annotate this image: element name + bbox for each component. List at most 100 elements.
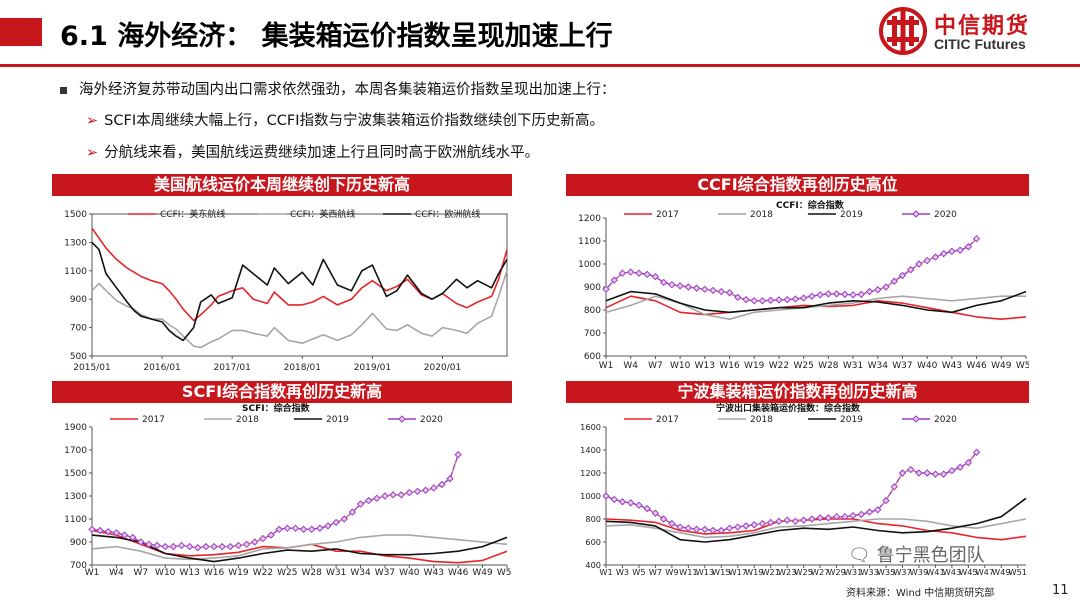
- y-tick-label: 700: [584, 329, 601, 339]
- data-point: [676, 523, 684, 531]
- data-point: [832, 290, 841, 298]
- data-point: [882, 496, 890, 505]
- chart-us-routes: 500 700 900 1100 1300 1500 2015/01 2016/01 2017/…: [64, 208, 508, 373]
- data-point: [602, 492, 610, 500]
- x-tick-label: W7: [648, 361, 663, 371]
- y-tick-label: 900: [70, 295, 87, 305]
- y-tick-label: 1200: [578, 214, 601, 224]
- data-point: [177, 541, 186, 550]
- x-tick-label: W1: [599, 567, 612, 577]
- data-point: [626, 268, 635, 276]
- data-point: [88, 525, 96, 534]
- data-point: [659, 515, 668, 523]
- chart-panel-scfi: SCFI综合指数再创历史新高 700 900 1100 1300 1500 1700 190…: [52, 381, 512, 581]
- data-point: [651, 509, 660, 517]
- data-point: [668, 519, 676, 528]
- x-tick-label: W45: [959, 567, 978, 577]
- data-point: [259, 534, 267, 543]
- data-point: [808, 292, 816, 300]
- data-point: [137, 538, 145, 546]
- y-tick-label: 800: [584, 306, 601, 316]
- legend-label: CCFI：欧洲航线: [415, 208, 480, 220]
- x-tick-label: W16: [719, 361, 740, 371]
- x-tick-label: W19: [228, 568, 249, 578]
- x-tick-label: W39: [910, 567, 929, 577]
- chart-banner: 美国航线运价本周继续创下历史新高: [52, 174, 512, 196]
- x-tick-label: 2019/01: [354, 363, 391, 373]
- data-point: [242, 540, 251, 549]
- x-tick-label: W17: [729, 567, 748, 577]
- data-point: [381, 492, 389, 500]
- data-point: [742, 522, 750, 530]
- legend-marker: [912, 415, 920, 423]
- data-point: [939, 249, 948, 258]
- x-tick-label: W41: [926, 567, 945, 577]
- x-tick-label: 2016/01: [143, 363, 180, 373]
- data-point: [430, 484, 438, 492]
- data-point: [307, 525, 316, 534]
- citic-logo: 中信期货 CITIC Futures: [878, 6, 1058, 62]
- data-point: [750, 521, 758, 529]
- series-line: [605, 518, 1027, 541]
- data-point: [717, 526, 726, 535]
- data-point: [923, 469, 931, 477]
- y-tick-label: 1700: [64, 446, 87, 456]
- data-point: [734, 293, 742, 302]
- data-point: [964, 243, 973, 251]
- x-tick-label: W49: [472, 568, 493, 578]
- data-point: [169, 542, 178, 551]
- x-tick-label: 2018/01: [284, 363, 321, 373]
- data-point: [775, 296, 783, 304]
- data-point: [766, 518, 775, 527]
- data-point: [120, 531, 129, 539]
- x-tick-label: W43: [943, 567, 962, 577]
- chart-panel-ningbo: 宁波集装箱运价指数再创历史新高 400 600 800 1000 1200 1400 160…: [566, 381, 1029, 581]
- data-point: [701, 285, 709, 294]
- data-point: [291, 524, 300, 532]
- legend-label: 2017: [656, 415, 679, 425]
- data-point: [684, 524, 693, 532]
- y-tick-label: 1400: [580, 445, 601, 455]
- data-point: [373, 494, 381, 503]
- legend-label: 2020: [934, 415, 957, 425]
- data-point: [659, 278, 668, 287]
- data-point: [210, 542, 218, 551]
- y-tick-label: 1100: [578, 237, 601, 247]
- wechat-watermark: 🗨 鲁宁黑色团队: [848, 541, 985, 567]
- data-point: [364, 496, 373, 505]
- data-point: [709, 286, 717, 295]
- data-point: [610, 276, 618, 284]
- data-point: [725, 524, 734, 532]
- bullet-sub: ➢ 分航线来看，美国航线运费继续加速上行且同时高于欧洲航线水平。: [86, 141, 539, 162]
- data-point: [791, 517, 800, 526]
- data-point: [939, 470, 948, 478]
- data-point: [750, 297, 758, 305]
- data-point: [915, 469, 923, 477]
- bullet-main: 海外经济复苏带动国内出口需求依然强劲，本周各集装箱运价指数呈现出加速上行：: [60, 78, 616, 99]
- x-tick-label: W43: [424, 568, 444, 578]
- legend-label: 2018: [236, 415, 259, 425]
- logo-cn: 中信期货: [934, 14, 1031, 39]
- legend-marker: [398, 415, 406, 423]
- data-point: [348, 508, 357, 516]
- x-tick-label: W34: [350, 568, 371, 578]
- data-point: [849, 291, 857, 299]
- data-point: [194, 544, 202, 552]
- x-tick-label: W4: [623, 361, 638, 371]
- data-point: [299, 525, 308, 534]
- x-tick-label: W37: [892, 361, 912, 371]
- x-tick-label: W40: [399, 568, 420, 578]
- x-tick-label: W29: [827, 567, 846, 577]
- data-point: [775, 517, 783, 526]
- chart-panel-ccfi: CCFI综合指数再创历史高位 600 700 800 900 1000 1100 1200 W…: [566, 174, 1029, 380]
- legend-label: 2019: [840, 415, 863, 425]
- data-point: [267, 531, 275, 539]
- y-tick-label: 1000: [580, 491, 601, 501]
- data-point: [340, 515, 348, 523]
- x-tick-label: W46: [966, 361, 987, 371]
- y-tick-label: 600: [584, 352, 601, 362]
- x-tick-label: W47: [976, 567, 995, 577]
- data-point: [816, 291, 824, 299]
- data-point: [766, 296, 775, 305]
